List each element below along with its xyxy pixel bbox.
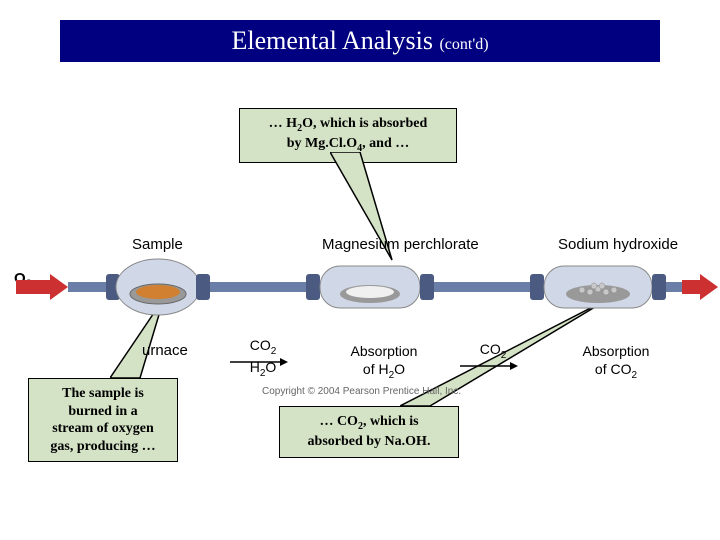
flow-co2-h2o: CO2 H2O xyxy=(228,336,298,380)
callout-sample-l1: The sample is xyxy=(39,385,167,403)
callout-co2-l1: … CO2, which is xyxy=(290,413,448,433)
furnace-label: urnace xyxy=(142,342,188,359)
callout-sample-l4: gas, producing … xyxy=(39,438,167,456)
title-text: Elemental Analysis (cont'd) xyxy=(231,26,488,56)
callout-h2o-line1: … H2O, which is absorbed xyxy=(250,115,446,135)
flow-co2: CO2 xyxy=(458,340,528,362)
title-sub: (cont'd) xyxy=(439,36,488,53)
callout-co2-l2: absorbed by Na.OH. xyxy=(290,433,448,451)
title-bar: Elemental Analysis (cont'd) xyxy=(60,20,660,62)
callout-sample-l3: stream of oxygen xyxy=(39,420,167,438)
absorption-co2-label: Absorption of CO2 xyxy=(566,342,666,382)
copyright-text: Copyright © 2004 Pearson Prentice Hall, … xyxy=(262,386,461,397)
absorption-h2o-label: Absorption of H2O xyxy=(334,342,434,382)
callout-sample-l2: burned in a xyxy=(39,403,167,421)
exit-arrow-icon xyxy=(682,274,718,300)
callout-co2: … CO2, which is absorbed by Na.OH. xyxy=(279,406,459,458)
o2-arrow-icon xyxy=(16,274,68,300)
title-main: Elemental Analysis xyxy=(231,26,439,55)
apparatus-diagram xyxy=(0,232,720,332)
callout-sample: The sample is burned in a stream of oxyg… xyxy=(28,378,178,462)
